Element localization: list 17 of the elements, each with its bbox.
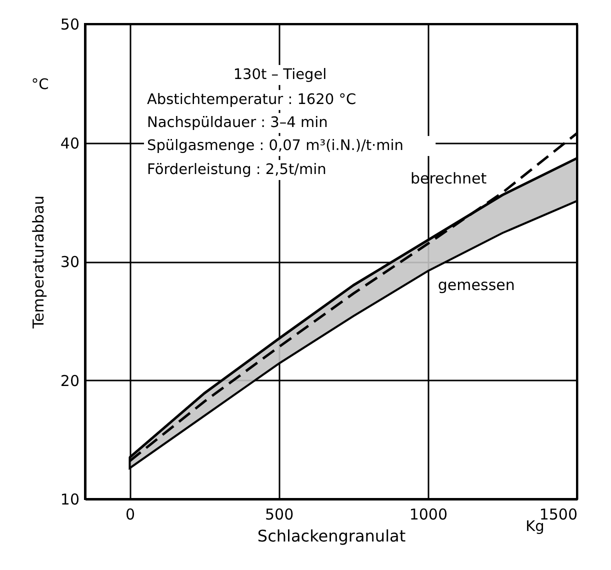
x-tick-label: 0 (125, 506, 135, 524)
y-tick-label: 50 (60, 16, 80, 34)
text: °C (31, 77, 49, 93)
y-tick-label: 30 (60, 253, 80, 271)
annotation: Nachspüldauer : 3–4 min (147, 115, 328, 131)
y-tick-label: 20 (60, 372, 80, 390)
annotation: Spülgasmenge : 0,07 m³(i.N.)/t·min (147, 138, 404, 154)
annotation: 130t – Tiegel (233, 67, 327, 83)
x-axis-title: Schlackengranulat (257, 526, 406, 546)
y-axis-title: Temperaturabbau (29, 195, 48, 330)
y-tick-label: 40 (60, 134, 80, 152)
y-tick-label: 10 (60, 490, 80, 508)
x-tick-label: 500 (265, 506, 294, 524)
text: gemessen (438, 276, 515, 294)
annotation: Abstichtemperatur : 1620 °C (147, 92, 356, 108)
annotation: Förderleistung : 2,5t/min (147, 162, 326, 178)
x-tick-label: 1000 (409, 506, 448, 524)
